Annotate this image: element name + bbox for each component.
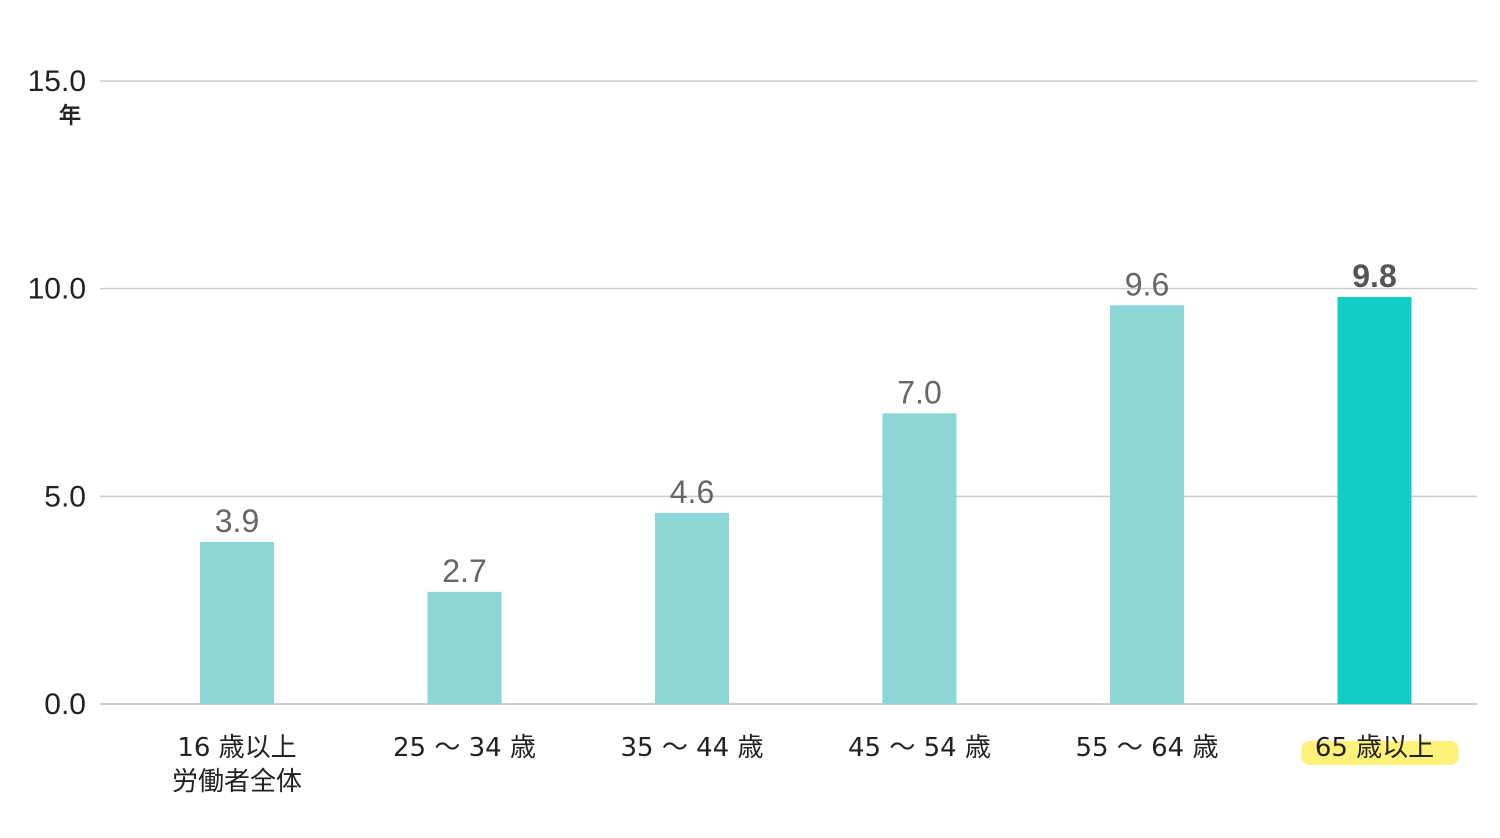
bar bbox=[427, 591, 502, 704]
bars bbox=[200, 296, 1412, 704]
bar bbox=[1337, 296, 1412, 704]
data-label: 2.7 bbox=[442, 553, 486, 589]
y-tick-label: 10.0 bbox=[28, 273, 86, 306]
y-tick-label: 5.0 bbox=[44, 480, 86, 513]
data-label: 4.6 bbox=[670, 474, 714, 510]
data-label: 9.8 bbox=[1352, 258, 1396, 294]
x-tick-label: 65 歳以上 bbox=[1315, 733, 1434, 763]
bar bbox=[200, 542, 274, 704]
y-axis-unit: 年 bbox=[59, 103, 81, 129]
y-tick-label: 15.0 bbox=[28, 65, 86, 98]
bar bbox=[882, 413, 957, 704]
y-tick-label: 0.0 bbox=[44, 688, 86, 721]
category-highlight-marker bbox=[1301, 741, 1459, 765]
x-tick-label: 労働者全体 bbox=[172, 767, 302, 797]
data-label: 7.0 bbox=[897, 374, 941, 410]
bar bbox=[1110, 305, 1184, 704]
bar bbox=[655, 512, 729, 704]
x-tick-label: 16 歳以上 bbox=[177, 733, 296, 763]
x-tick-label: 35 ～ 44 歳 bbox=[621, 733, 764, 763]
gridlines bbox=[100, 80, 1477, 705]
x-tick-label: 55 ～ 64 歳 bbox=[1076, 733, 1219, 763]
data-label: 9.6 bbox=[1125, 266, 1169, 302]
x-tick-label: 25 ～ 34 歳 bbox=[393, 733, 536, 763]
data-label: 3.9 bbox=[215, 503, 259, 539]
x-tick-label: 45 ～ 54 歳 bbox=[848, 733, 991, 763]
